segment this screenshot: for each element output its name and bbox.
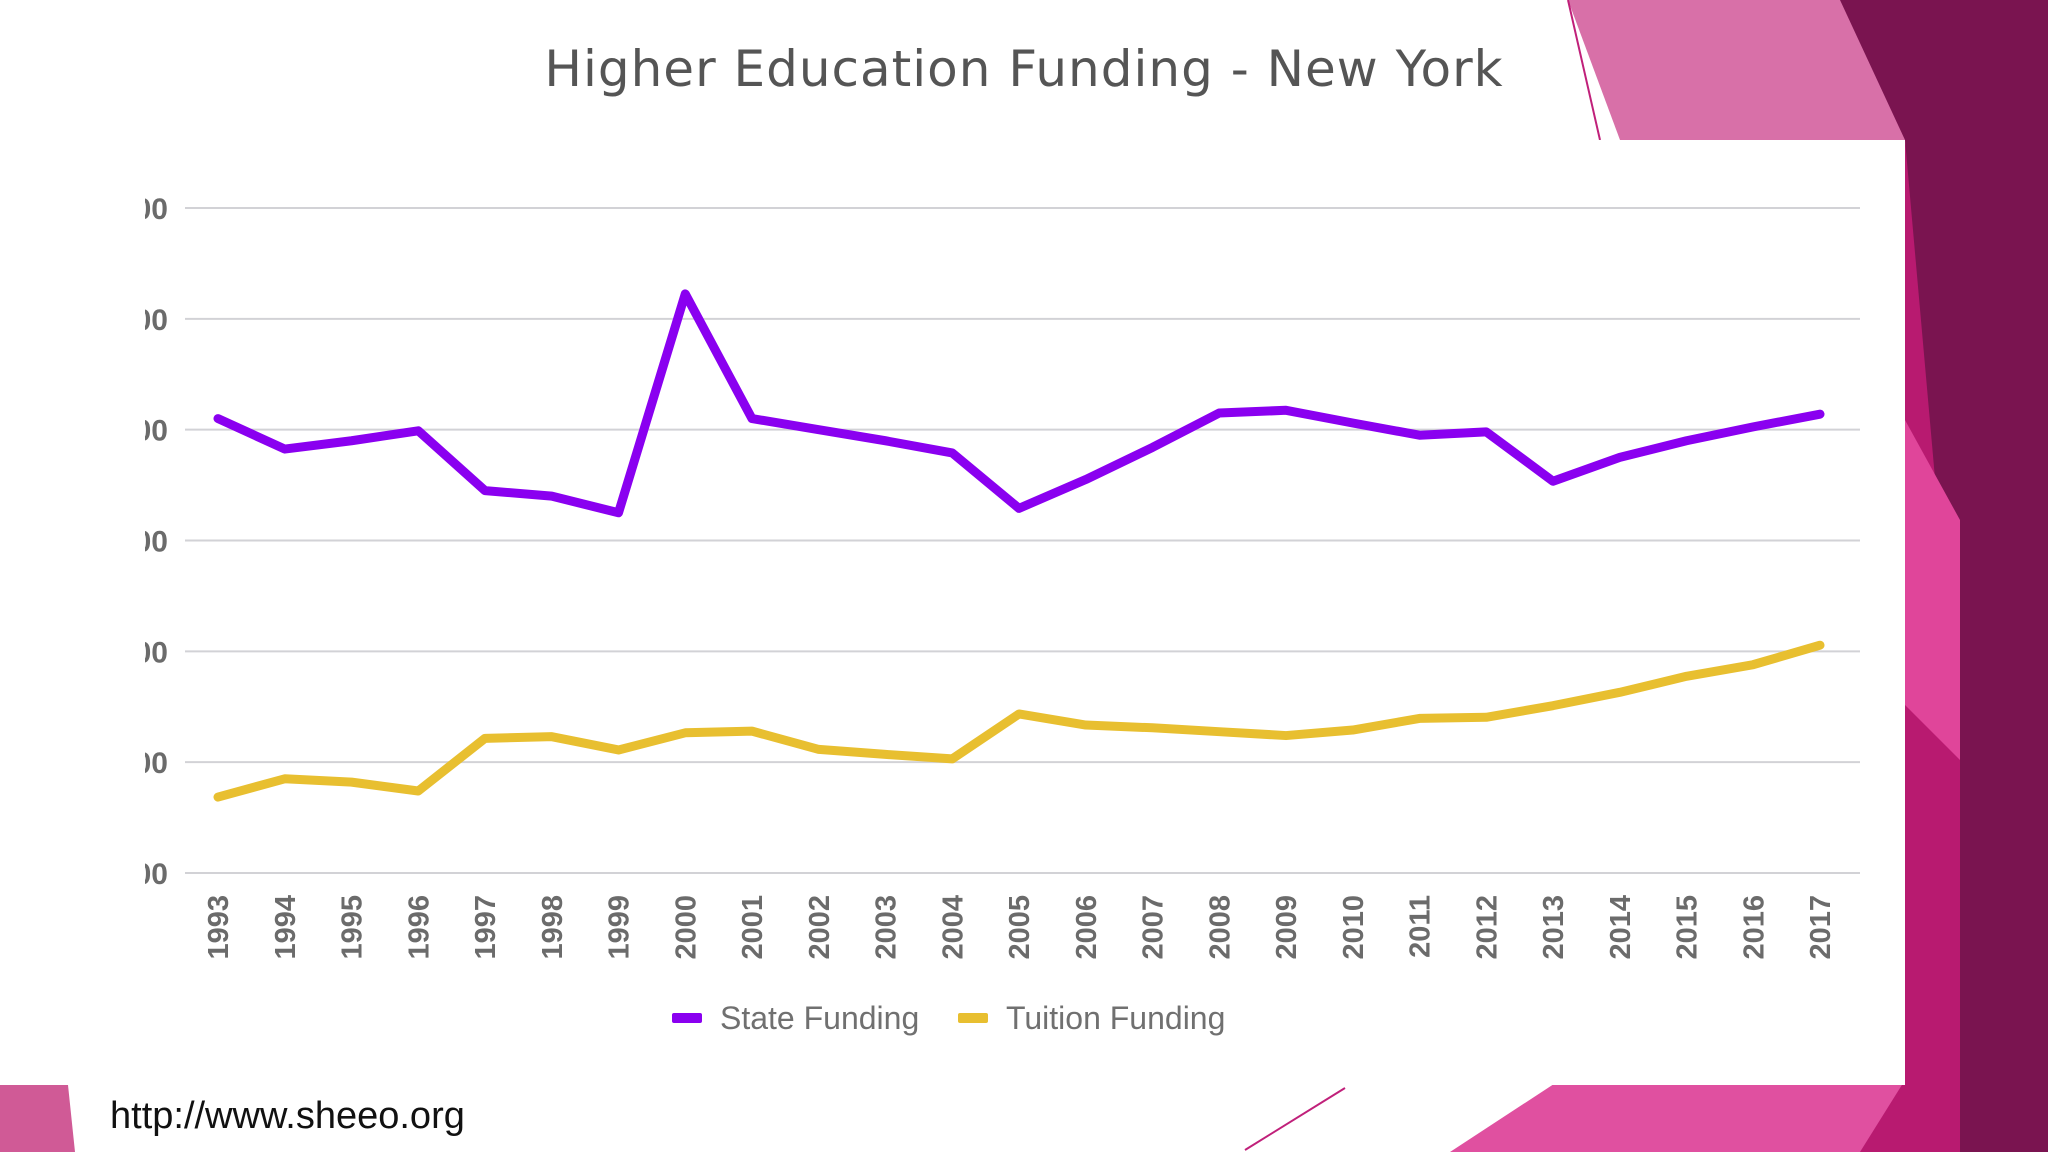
y-tick-label: $6,000 bbox=[145, 636, 168, 669]
state-funding-point bbox=[1819, 413, 1821, 415]
state-funding-point bbox=[1018, 507, 1020, 509]
tuition-funding-point bbox=[1352, 729, 1354, 731]
state-funding-point bbox=[885, 440, 886, 442]
x-tick-label: 2004 bbox=[937, 895, 969, 960]
tuition-funding-point bbox=[551, 736, 553, 738]
tuition-funding-point bbox=[217, 796, 219, 798]
state-funding-point bbox=[217, 418, 219, 420]
source-url[interactable]: http://www.sheeo.org bbox=[110, 1095, 465, 1137]
x-tick-label: 1995 bbox=[337, 895, 369, 960]
x-tick-label: 2010 bbox=[1338, 895, 1370, 960]
state-funding-point bbox=[1352, 422, 1354, 424]
tuition-funding-point bbox=[885, 753, 886, 755]
tuition-funding-point bbox=[1752, 664, 1754, 666]
state-funding-point bbox=[618, 512, 619, 514]
deco-thin-line bbox=[1244, 1087, 1346, 1151]
x-tick-label: 2013 bbox=[1538, 895, 1570, 960]
x-tick-label: 1993 bbox=[203, 895, 235, 960]
state-funding-point bbox=[1686, 440, 1687, 442]
chart-panel: $14,000 $12,000 $10,000 $8,000 $6,000 $4,000 $… bbox=[145, 140, 1905, 1085]
state-funding-line bbox=[213, 289, 1825, 518]
deco-bottom-left bbox=[0, 1085, 75, 1152]
x-tick-label: 2014 bbox=[1605, 895, 1637, 960]
y-tick-label: $4,000 bbox=[145, 747, 168, 780]
state-funding-point bbox=[1419, 434, 1420, 436]
state-funding-point bbox=[484, 490, 486, 492]
tuition-funding-point bbox=[1552, 705, 1554, 707]
state-funding-point bbox=[951, 452, 953, 454]
tuition-funding-point bbox=[1085, 724, 1087, 726]
x-tick-label: 1999 bbox=[604, 895, 636, 960]
x-tick-label: 1998 bbox=[537, 895, 569, 960]
state-funding-point bbox=[284, 448, 286, 450]
tuition-funding-point bbox=[1819, 644, 1821, 646]
x-tick-label: 1997 bbox=[470, 895, 502, 960]
state-funding-point bbox=[818, 429, 820, 431]
tuition-funding-point bbox=[351, 781, 352, 783]
tuition-funding-line bbox=[213, 640, 1825, 802]
tuition-funding-point bbox=[951, 758, 953, 760]
tuition-funding-point bbox=[1218, 731, 1220, 733]
tuition-funding-point bbox=[1018, 713, 1020, 715]
state-funding-point bbox=[751, 418, 753, 420]
tuition-funding-point bbox=[1485, 716, 1487, 718]
x-tick-label: 2016 bbox=[1738, 895, 1770, 960]
slide-title: Higher Education Funding - New York bbox=[544, 40, 1504, 98]
state-funding-point bbox=[1218, 412, 1220, 414]
x-tick-label: 2005 bbox=[1004, 895, 1036, 960]
state-funding-point bbox=[551, 495, 553, 497]
x-tick-label: 1996 bbox=[403, 895, 435, 960]
x-tick-label: 2003 bbox=[871, 895, 903, 960]
x-tick-label: 2007 bbox=[1138, 895, 1170, 960]
tuition-funding-point bbox=[1686, 675, 1687, 677]
tuition-funding-point bbox=[684, 732, 686, 734]
state-funding-point bbox=[1152, 446, 1153, 448]
y-tick-label: $8,000 bbox=[145, 526, 168, 559]
tuition-funding-point bbox=[618, 749, 619, 751]
state-funding-point bbox=[1085, 479, 1087, 481]
x-tick-label: 2012 bbox=[1471, 895, 1503, 960]
y-tick-label: $12,000 bbox=[145, 304, 168, 337]
x-tick-label: 2006 bbox=[1071, 895, 1103, 960]
tuition-funding-point bbox=[484, 737, 486, 739]
deco-thin-line-top bbox=[1567, 0, 1601, 141]
y-tick-label: $2,000 bbox=[145, 858, 168, 891]
tuition-funding-point bbox=[417, 790, 419, 792]
x-tick-label: 2009 bbox=[1271, 895, 1303, 960]
x-tick-label: 2015 bbox=[1672, 895, 1704, 960]
x-tick-label: 2017 bbox=[1805, 895, 1837, 960]
legend-label-tuition: Tuition Funding bbox=[1006, 1000, 1225, 1036]
tuition-funding-point bbox=[1419, 717, 1420, 719]
x-tick-label: 2008 bbox=[1204, 895, 1236, 960]
tuition-funding-point bbox=[1285, 735, 1287, 737]
x-tick-label: 2000 bbox=[670, 895, 702, 960]
state-funding-point bbox=[684, 293, 686, 295]
legend-label-state: State Funding bbox=[720, 1000, 919, 1036]
y-tick-label: $14,000 bbox=[145, 193, 168, 226]
tuition-funding-point bbox=[284, 778, 286, 780]
tuition-funding-point bbox=[818, 748, 820, 750]
deco-bottom-right bbox=[1450, 1080, 1905, 1152]
legend-swatch-state bbox=[672, 1013, 702, 1023]
y-tick-label: $10,000 bbox=[145, 415, 168, 448]
tuition-funding-point bbox=[751, 730, 753, 732]
x-tick-label: 1994 bbox=[270, 895, 302, 960]
state-funding-point bbox=[417, 430, 419, 432]
deco-pink-band bbox=[1900, 420, 1960, 760]
state-funding-point bbox=[1752, 426, 1754, 428]
tuition-funding-point bbox=[1152, 727, 1153, 729]
tuition-funding-point bbox=[1619, 691, 1621, 693]
x-tick-label: 2001 bbox=[737, 895, 769, 960]
state-funding-point bbox=[1619, 456, 1621, 458]
x-tick-label: 2002 bbox=[804, 895, 836, 960]
state-funding-point bbox=[1485, 431, 1487, 433]
state-funding-point bbox=[1552, 480, 1554, 482]
legend-swatch-tuition bbox=[958, 1013, 988, 1023]
state-funding-point bbox=[1285, 409, 1287, 411]
state-funding-point bbox=[351, 440, 352, 442]
line-chart: $14,000 $12,000 $10,000 $8,000 $6,000 $4,000 $… bbox=[145, 193, 1860, 1036]
x-tick-label: 2011 bbox=[1405, 895, 1437, 958]
